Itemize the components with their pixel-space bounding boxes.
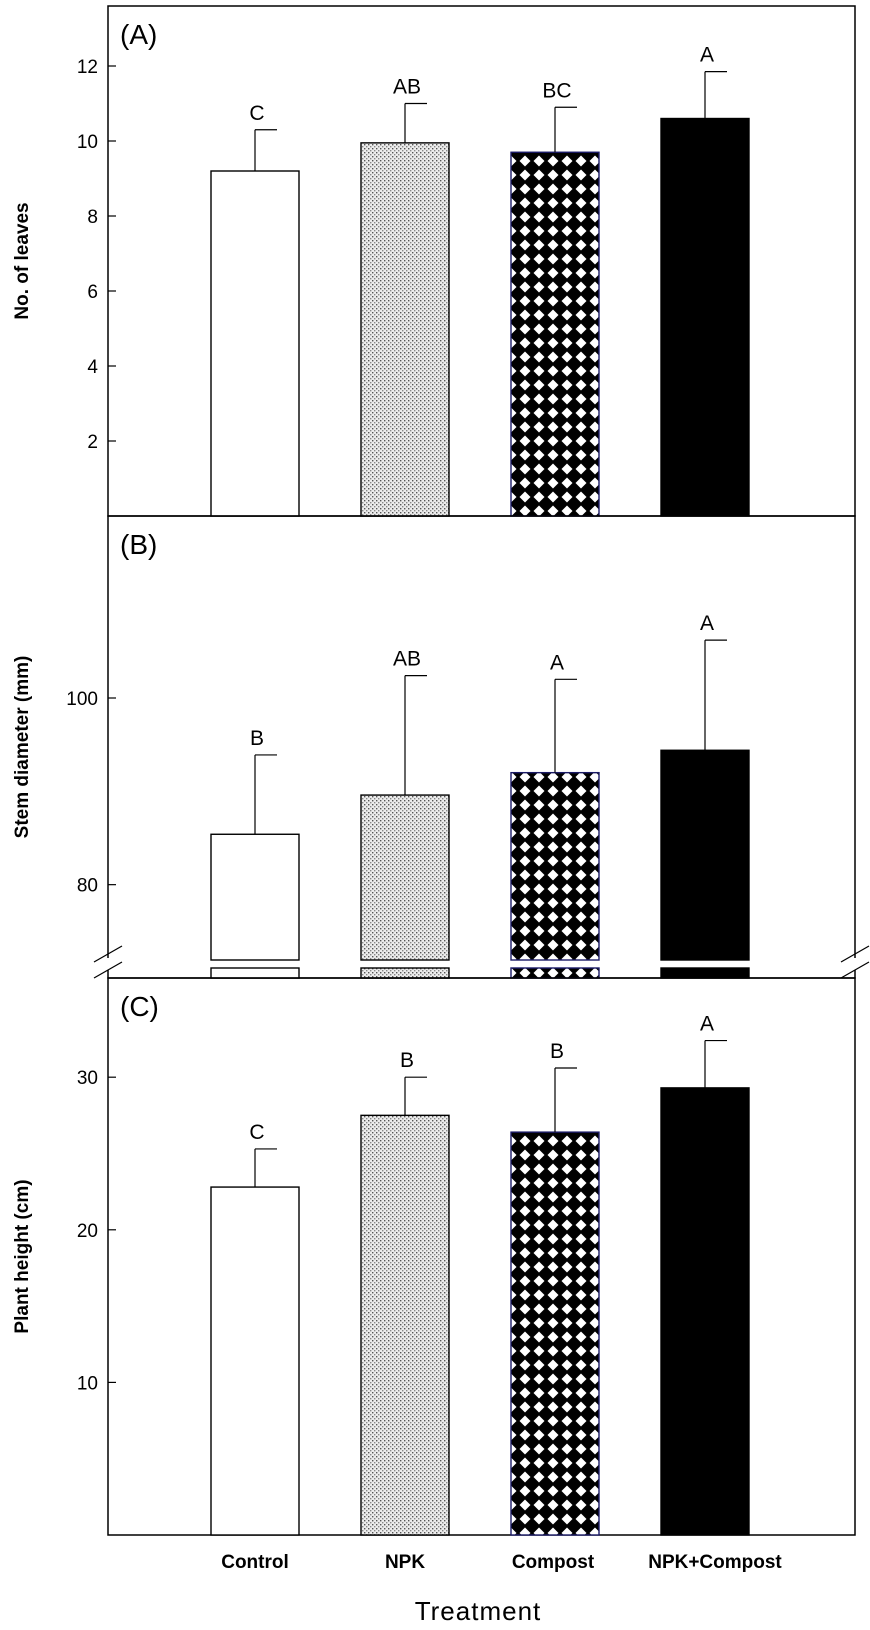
panel-label-0: (A): [120, 19, 157, 50]
significance-label-2-2: B: [550, 1040, 564, 1063]
bar-stub-1-2: [510, 967, 600, 979]
significance-label-2-3: A: [700, 1013, 714, 1036]
y-tick-label-1-1: 100: [66, 689, 98, 710]
x-axis-title: Treatment: [415, 1596, 542, 1626]
bar-2-2: [510, 1131, 600, 1536]
panel-label-1: (B): [120, 529, 157, 560]
bar-1-2: [510, 771, 600, 961]
axis-break-gap-1: [852, 958, 858, 970]
significance-label-1-2: A: [550, 651, 564, 674]
axis-break-mark-0-a: [93, 945, 123, 963]
panel-label-2: (C): [120, 991, 159, 1022]
y-tick-label-2-0: 10: [77, 1373, 98, 1394]
category-label-0: Control: [221, 1552, 289, 1573]
significance-label-0-0: C: [249, 102, 264, 125]
y-tick-label-2-1: 20: [77, 1221, 98, 1242]
panel-2: (C) 10 20 30 Plant height (cm) C B B A: [12, 977, 856, 1536]
bar-2-3: [660, 1087, 750, 1536]
axis-break-mark-1-a: [840, 945, 870, 963]
bar-0-1: [360, 142, 450, 517]
y-tick-label-0-0: 2: [87, 432, 98, 453]
significance-label-0-2: BC: [542, 79, 571, 102]
category-label-3: NPK+Compost: [648, 1552, 782, 1573]
y-tick-label-1-0: 80: [77, 876, 98, 897]
bar-1-1: [360, 794, 450, 961]
y-tick-label-0-2: 6: [87, 282, 98, 303]
significance-label-1-0: B: [250, 727, 264, 750]
y-axis-label-0: No. of leaves: [12, 202, 33, 319]
significance-label-0-3: A: [700, 44, 714, 67]
bar-stub-1-1: [360, 967, 450, 979]
significance-label-2-1: B: [400, 1049, 414, 1072]
axis-break-mark-0-b: [93, 961, 123, 979]
axis-break-mark-1-b: [840, 961, 870, 979]
bar-0-0: [210, 170, 300, 517]
category-label-2: Compost: [512, 1552, 595, 1573]
y-axis-label-1: Stem diameter (mm): [12, 656, 33, 839]
y-axis-label-2: Plant height (cm): [12, 1179, 33, 1333]
panel-frame-2: [107, 977, 856, 1536]
significance-label-2-0: C: [249, 1121, 264, 1144]
bar-stub-1-3: [660, 967, 750, 979]
bar-stub-1-0: [210, 967, 300, 979]
significance-label-0-1: AB: [393, 76, 421, 99]
bar-2-1: [360, 1114, 450, 1536]
bar-0-2: [510, 151, 600, 517]
bar-1-0: [210, 833, 300, 961]
panel-0: (A) 2 4 6 8 10 12 No. of leaves C AB BC A: [12, 5, 856, 517]
bar-2-0: [210, 1186, 300, 1536]
panel-1: (B) 80 100 Stem diameter (mm) B AB A A: [12, 515, 870, 979]
category-label-1: NPK: [385, 1552, 425, 1573]
axis-break-gap-0: [105, 958, 111, 970]
y-tick-label-0-5: 12: [77, 57, 98, 78]
bar-1-3: [660, 749, 750, 961]
y-tick-label-2-2: 30: [77, 1068, 98, 1089]
significance-label-1-1: AB: [393, 648, 421, 671]
y-tick-label-0-1: 4: [87, 357, 98, 378]
bar-0-3: [660, 117, 750, 517]
y-tick-label-0-4: 10: [77, 132, 98, 153]
y-tick-label-0-3: 8: [87, 207, 98, 228]
significance-label-1-3: A: [700, 612, 714, 635]
